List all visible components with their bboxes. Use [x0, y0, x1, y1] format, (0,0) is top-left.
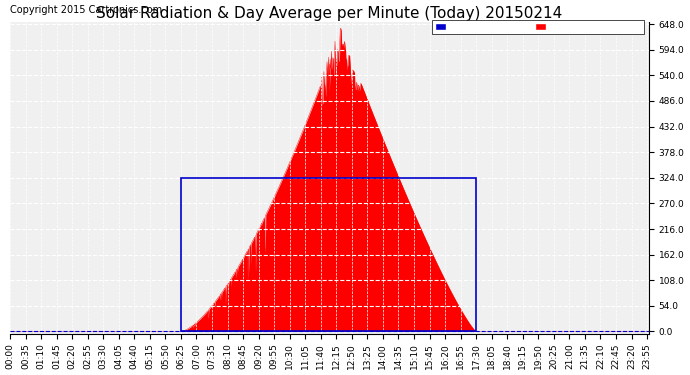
Text: Copyright 2015 Cartronics.com: Copyright 2015 Cartronics.com [10, 6, 162, 15]
Legend: Median (W/m2), Radiation (W/m2): Median (W/m2), Radiation (W/m2) [432, 20, 644, 34]
Bar [181, 178, 476, 332]
Title: Solar Radiation & Day Average per Minute (Today) 20150214: Solar Radiation & Day Average per Minute… [97, 6, 562, 21]
